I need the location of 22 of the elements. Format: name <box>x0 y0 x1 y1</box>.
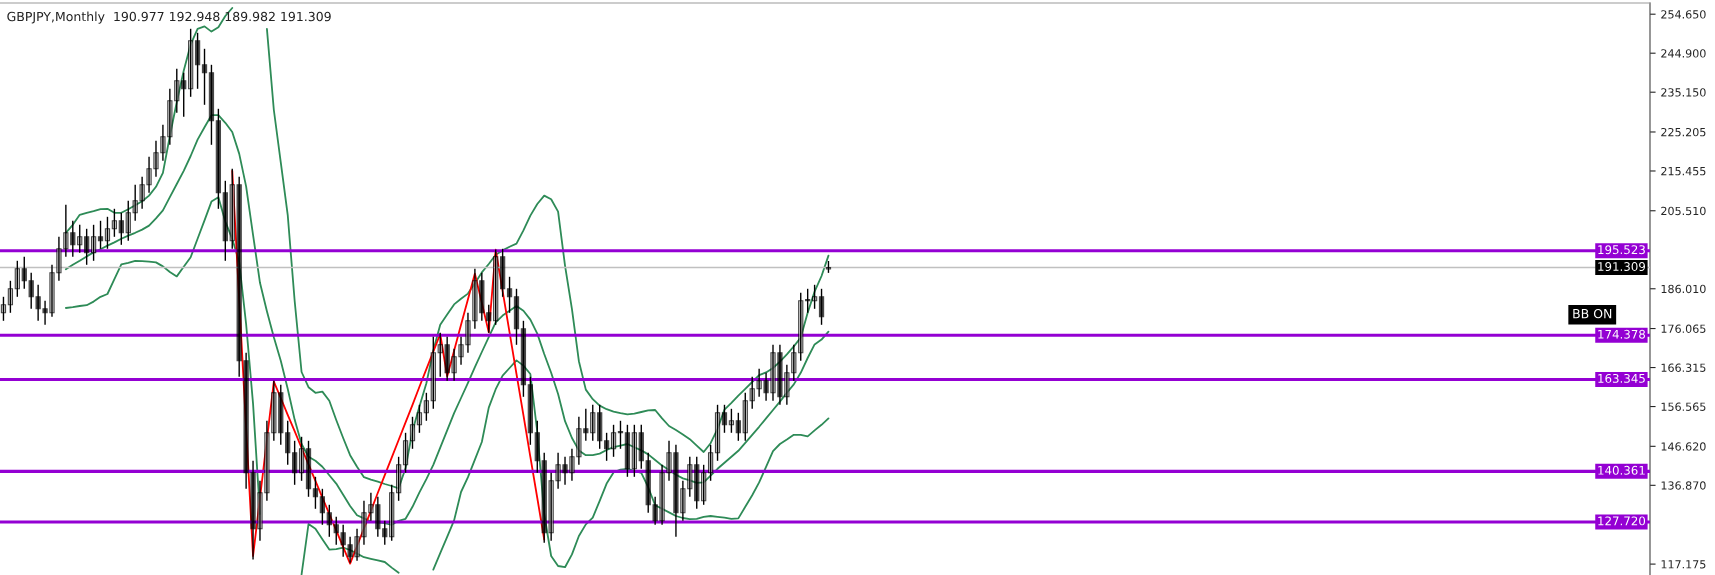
y-tick-label: 176.065 <box>1661 324 1706 333</box>
y-tick-label: 186.010 <box>1661 284 1706 294</box>
ref-line-label: 127.720 <box>1598 516 1646 526</box>
ref-line-label: 163.345 <box>1598 373 1645 383</box>
y-tick-label: 166.315 <box>1661 363 1706 372</box>
text: GBPJPY,Monthly 190.977 192.948 189.982 191.309 <box>7 11 331 24</box>
line-series <box>64 114 830 526</box>
annotation: BB ON <box>1573 308 1612 319</box>
ref-line-label: 195.523 <box>1598 245 1645 255</box>
y-tick-label: 146.620 <box>1661 442 1706 451</box>
ref-line-label: 174.378 <box>1598 329 1646 339</box>
ref-line-label: 140.361 <box>1598 465 1645 475</box>
y-tick-label: 244.900 <box>1661 49 1706 58</box>
y-tick-label: 215.455 <box>1661 166 1706 176</box>
y-tick-label: 205.510 <box>1661 206 1706 216</box>
y-tick-label: 136.870 <box>1661 481 1706 490</box>
ref-line-label: 191.309 <box>1598 262 1645 271</box>
y-tick-label: 225.205 <box>1661 127 1706 137</box>
y-tick-label: 117.175 <box>1661 560 1706 569</box>
y-tick-label: 254.650 <box>1661 10 1706 19</box>
y-tick-label: 156.565 <box>1661 402 1706 411</box>
y-tick-label: 235.150 <box>1661 88 1706 97</box>
